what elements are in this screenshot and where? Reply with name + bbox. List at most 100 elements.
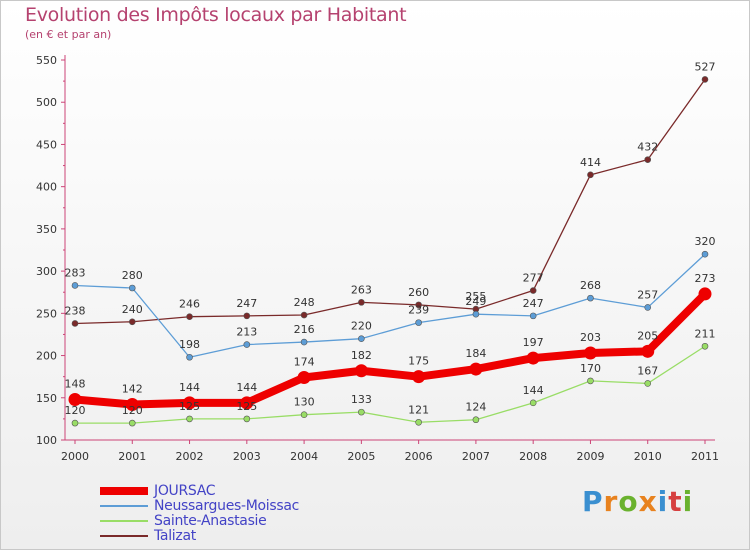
series-line-neussargues-moissac — [74, 253, 706, 358]
data-point — [128, 284, 136, 292]
data-point — [641, 344, 655, 358]
data-point — [529, 399, 537, 407]
data-label: 246 — [179, 298, 200, 311]
data-label: 273 — [695, 272, 716, 285]
data-point — [186, 415, 193, 423]
x-tick-label: 2008 — [519, 450, 547, 463]
legend-item: Neussargues-Moissac — [100, 497, 300, 514]
data-label: 268 — [580, 279, 601, 292]
data-label: 133 — [351, 393, 372, 406]
legend-label: JOURSAC — [154, 482, 216, 499]
logo-letter: t — [668, 485, 683, 518]
chart-title: Evolution des Impôts locaux par Habitant — [25, 4, 407, 26]
series-line-sainte-anastasie — [74, 345, 706, 424]
data-point — [71, 419, 79, 427]
data-label: 220 — [351, 320, 372, 333]
data-label: 170 — [580, 362, 601, 375]
data-point — [243, 415, 251, 423]
data-point — [71, 282, 79, 289]
data-label: 277 — [523, 272, 544, 285]
data-label: 120 — [65, 404, 86, 417]
x-tick-label: 2005 — [347, 450, 375, 463]
data-point — [358, 299, 365, 306]
data-point — [183, 396, 197, 410]
data-label: 167 — [637, 364, 658, 377]
data-label: 125 — [236, 400, 257, 413]
data-label: 184 — [465, 347, 486, 360]
data-label: 238 — [65, 304, 86, 317]
data-label: 248 — [294, 296, 315, 309]
data-label: 247 — [523, 297, 544, 310]
data-label: 283 — [65, 266, 86, 279]
data-point — [587, 377, 594, 385]
data-point — [243, 341, 251, 348]
y-tick-label: 450 — [36, 138, 57, 151]
data-label: 260 — [408, 286, 429, 299]
data-point — [644, 380, 652, 387]
x-tick-label: 2006 — [405, 450, 433, 463]
data-point — [297, 371, 311, 385]
data-point — [243, 312, 251, 320]
data-point — [68, 392, 82, 406]
data-point — [412, 370, 426, 384]
data-point — [128, 419, 136, 427]
data-point — [300, 411, 308, 418]
data-label: 144 — [179, 381, 200, 394]
y-tick-label: 100 — [36, 434, 57, 447]
data-point — [71, 320, 79, 327]
legend-label: Talizat — [154, 527, 196, 544]
data-point — [125, 398, 139, 412]
data-point — [415, 319, 422, 326]
data-point — [186, 353, 193, 361]
legend-swatch — [100, 486, 148, 495]
data-point — [472, 416, 480, 424]
data-point — [583, 346, 597, 360]
data-label: 198 — [179, 338, 200, 351]
x-tick-label: 2007 — [462, 450, 490, 463]
x-tick-label: 2009 — [576, 450, 604, 463]
data-label: 320 — [695, 235, 716, 248]
logo-letter: o — [618, 485, 639, 518]
chart-subtitle: (en € et par an) — [25, 28, 112, 41]
data-label: 197 — [523, 336, 544, 349]
legend-swatch — [100, 534, 148, 537]
data-point — [415, 301, 422, 309]
logo-letter: x — [638, 485, 658, 518]
x-tick-label: 2002 — [176, 450, 204, 463]
legend-label: Neussargues-Moissac — [154, 497, 300, 514]
x-tick-label: 2003 — [233, 450, 261, 463]
data-label: 144 — [236, 381, 257, 394]
data-label: 121 — [408, 403, 429, 416]
data-label: 527 — [695, 60, 716, 73]
logo-letter: r — [603, 485, 619, 518]
data-point — [415, 418, 422, 426]
y-tick-label: 250 — [36, 307, 57, 320]
proxiti-logo: Proxiti — [582, 485, 693, 518]
data-label: 280 — [122, 269, 143, 282]
data-label: 175 — [408, 355, 429, 368]
data-label: 211 — [695, 327, 716, 340]
data-point — [644, 304, 652, 311]
legend-label: Sainte-Anastasie — [154, 512, 267, 529]
data-point — [358, 408, 365, 416]
data-point — [698, 287, 712, 301]
data-point — [469, 362, 483, 376]
y-tick-label: 550 — [36, 54, 57, 67]
x-tick-label: 2000 — [61, 450, 89, 463]
legend-swatch — [100, 504, 148, 507]
data-point — [587, 294, 594, 302]
y-tick-label: 350 — [36, 223, 57, 236]
data-point — [128, 318, 136, 326]
data-label: 249 — [465, 295, 486, 308]
data-point — [701, 76, 709, 83]
data-point — [186, 313, 193, 321]
x-tick-label: 2011 — [691, 450, 719, 463]
legend: JOURSAC Neussargues-Moissac Sainte-Anastas… — [100, 482, 300, 544]
x-tick-label: 2001 — [118, 450, 146, 463]
data-label: 120 — [122, 404, 143, 417]
data-point — [240, 396, 254, 410]
data-label: 414 — [580, 156, 601, 169]
data-point — [529, 287, 537, 294]
